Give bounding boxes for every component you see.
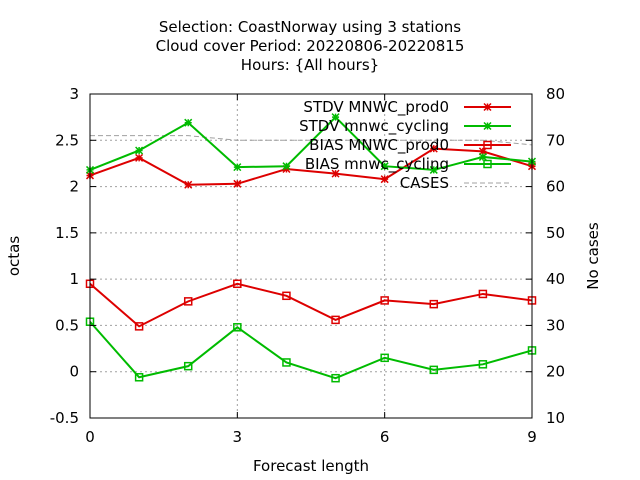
axis-ticks: -0.5 0 0.5 1 1.5 2 2.5 3 10 20 30 40 50 60 70 80 0 3 6 9 <box>50 85 565 446</box>
legend-item: CASES <box>400 174 511 192</box>
data-point <box>478 147 487 156</box>
data-point <box>183 361 193 371</box>
series-bias-mnwc-prod0 <box>85 279 537 331</box>
series-line <box>89 147 533 186</box>
data-point <box>282 162 291 171</box>
data-point <box>183 297 193 306</box>
y-tick-label: 2.5 <box>55 131 79 149</box>
data-point <box>429 144 438 153</box>
data-point <box>282 358 291 367</box>
data-point <box>478 360 488 369</box>
y2-tick-label: 70 <box>546 131 565 149</box>
legend-label: BIAS mnwc_cycling <box>305 155 449 174</box>
data-point <box>483 121 492 131</box>
data-point <box>429 365 439 375</box>
data-point <box>331 373 340 383</box>
y2-tick-label: 20 <box>546 363 565 381</box>
data-point <box>483 102 492 112</box>
data-point <box>135 146 144 155</box>
legend-label: BIAS MNWC_prod0 <box>309 136 449 155</box>
data-point <box>478 152 487 161</box>
y2-tick-label: 40 <box>546 270 565 288</box>
y-tick-label: 2 <box>69 178 79 196</box>
legend-item: BIAS mnwc_cycling <box>305 155 511 174</box>
x-axis-label: Forecast length <box>253 457 369 475</box>
title-line-1: Selection: CoastNorway using 3 stations <box>159 18 461 36</box>
data-point <box>429 299 439 309</box>
x-tick-label: 0 <box>85 428 95 446</box>
data-point <box>380 175 389 184</box>
legend-label: STDV mnwc_cycling <box>299 117 449 136</box>
legend-label: CASES <box>400 174 449 192</box>
x-tick-label: 6 <box>380 428 390 446</box>
title-line-2: Cloud cover Period: 20220806-20220815 <box>156 37 465 55</box>
series-line <box>89 321 533 380</box>
y-axis-label: octas <box>5 236 23 276</box>
series-stdv-mnwc-cycling <box>85 113 537 174</box>
data-point <box>134 322 144 331</box>
data-point <box>429 165 438 174</box>
legend-item: STDV MNWC_prod0 <box>303 98 511 117</box>
data-point <box>331 113 340 122</box>
data-point <box>233 279 242 289</box>
y2-tick-label: 80 <box>546 85 565 103</box>
data-point <box>233 323 242 332</box>
y-tick-label: 0 <box>69 363 79 381</box>
data-point <box>282 291 291 301</box>
y2-tick-label: 10 <box>546 409 565 427</box>
y-tick-label: 3 <box>69 85 79 103</box>
y2-tick-label: 50 <box>546 224 565 242</box>
y2-axis-label: No cases <box>584 222 602 290</box>
legend-label: STDV MNWC_prod0 <box>303 98 449 117</box>
y-tick-label: -0.5 <box>50 409 79 427</box>
data-point <box>134 373 144 382</box>
data-point <box>331 169 340 178</box>
series-line <box>89 115 533 171</box>
data-point <box>184 180 193 189</box>
legend-item: BIAS MNWC_prod0 <box>309 136 511 155</box>
chart-title: Selection: CoastNorway using 3 stations … <box>156 18 465 74</box>
y-tick-label: 1 <box>69 270 79 288</box>
data-point <box>478 289 488 299</box>
data-point <box>380 162 389 171</box>
series-layer <box>85 113 537 383</box>
y2-tick-label: 60 <box>546 178 565 196</box>
data-point <box>380 296 389 305</box>
title-line-3: Hours: {All hours} <box>241 56 379 74</box>
y-tick-label: 0.5 <box>55 316 79 334</box>
x-tick-label: 3 <box>233 428 243 446</box>
y2-tick-label: 30 <box>546 316 565 334</box>
data-point <box>135 153 144 162</box>
data-point <box>380 353 389 363</box>
legend-item: STDV mnwc_cycling <box>299 117 511 136</box>
series-line <box>89 282 533 328</box>
data-point <box>483 140 492 150</box>
data-point <box>331 315 340 325</box>
x-tick-label: 9 <box>527 428 537 446</box>
y-tick-label: 1.5 <box>55 224 79 242</box>
plot-frame <box>89 93 533 419</box>
data-point <box>233 163 242 172</box>
data-point <box>184 118 193 127</box>
data-point <box>233 179 242 188</box>
data-point <box>483 159 492 169</box>
